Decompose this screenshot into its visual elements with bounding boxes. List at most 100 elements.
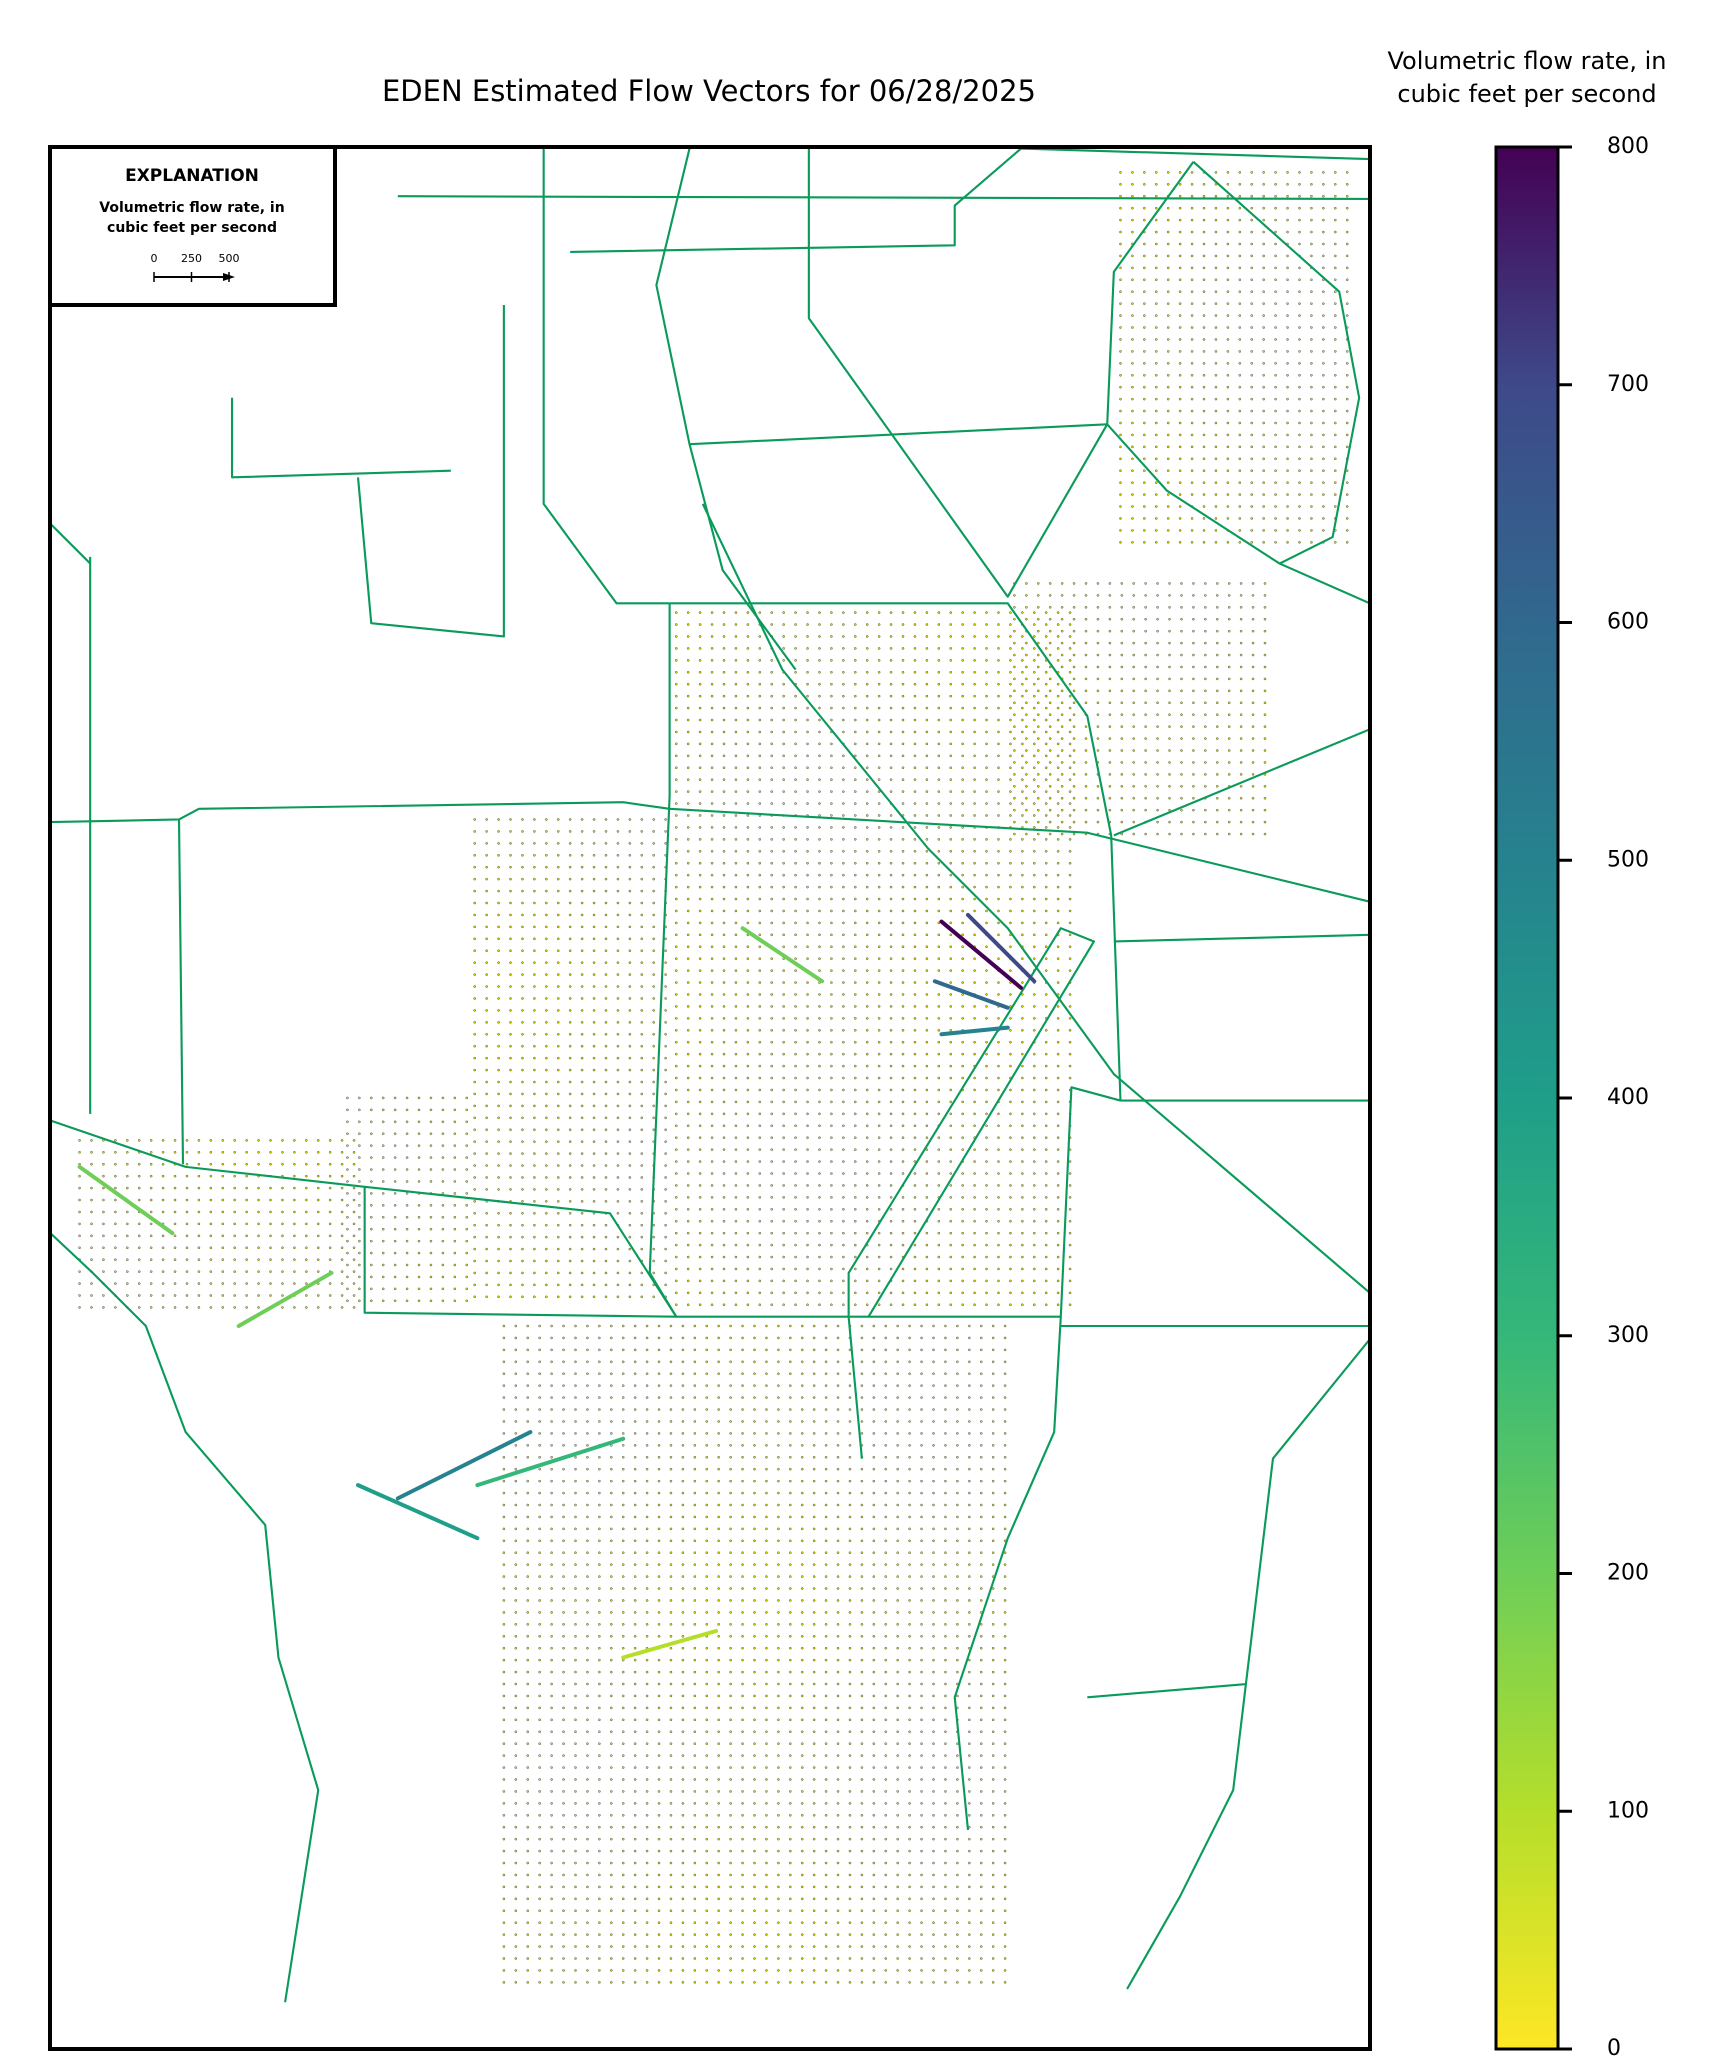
vector-dot <box>1274 230 1277 234</box>
vector-dot <box>1033 1029 1036 1032</box>
vector-dot <box>417 1156 421 1159</box>
vector-dot <box>521 1223 524 1227</box>
vector-dot <box>1132 820 1135 824</box>
vector-dot <box>1132 737 1135 740</box>
vector-dot <box>652 1104 655 1108</box>
vector-dot <box>842 861 845 865</box>
vector-dot <box>1192 725 1195 728</box>
vector-dot <box>710 1172 714 1175</box>
vector-dot <box>545 1176 548 1179</box>
vector-dot <box>1180 773 1183 776</box>
vector-dot <box>1190 373 1194 377</box>
vector-dot <box>550 1623 553 1626</box>
vector-dot <box>1048 773 1052 776</box>
vector-dot <box>1286 373 1289 377</box>
vector-dot <box>842 694 845 698</box>
vector-dot <box>675 1088 678 1092</box>
vector-dot <box>1286 469 1289 472</box>
vector-dot <box>1204 677 1207 681</box>
vector-dot <box>592 1056 596 1060</box>
vector-dot <box>770 682 773 686</box>
vector-dot <box>1056 1040 1060 1044</box>
vector-dot <box>538 1635 541 1638</box>
vector-dot <box>1156 749 1159 752</box>
vector-dot <box>538 1599 541 1602</box>
vector-dot <box>854 1100 857 1104</box>
vector-dot <box>877 659 881 662</box>
vector-dot <box>1166 278 1170 282</box>
vector-dot <box>794 623 797 626</box>
vector-dot <box>598 1575 601 1578</box>
vector-dot <box>346 1239 349 1243</box>
vector-dot <box>830 1208 833 1211</box>
vector-dot <box>473 1235 476 1239</box>
vector-dot <box>1298 457 1301 461</box>
vector-dot <box>698 706 702 710</box>
vector-dot <box>758 1303 762 1307</box>
vector-dot <box>1021 1005 1024 1008</box>
vector-dot <box>806 873 809 877</box>
vector-dot <box>705 1432 709 1435</box>
vector-dot <box>598 1778 601 1781</box>
vector-dot <box>770 1100 773 1104</box>
vector-dot <box>604 865 608 869</box>
vector-dot <box>1009 623 1012 626</box>
vector-dot <box>550 1432 553 1435</box>
vector-dot <box>1033 945 1036 949</box>
vector-dot <box>1180 808 1183 812</box>
vector-dot <box>514 1682 518 1686</box>
vector-dot <box>937 718 941 722</box>
vector-dot <box>652 889 655 893</box>
vector-dot <box>925 814 929 817</box>
vector-dot <box>1274 302 1277 305</box>
vector-dot <box>621 1706 625 1710</box>
vector-dot <box>497 1259 500 1263</box>
vector-dot <box>556 961 560 964</box>
vector-dot <box>1108 629 1112 633</box>
vector-dot <box>509 1188 512 1191</box>
vector-dot <box>686 623 690 626</box>
vector-dot <box>1009 766 1012 770</box>
vector-dot <box>664 1033 667 1036</box>
vector-dot <box>1013 653 1016 657</box>
vector-dot <box>664 1009 667 1012</box>
vector-dot <box>758 754 762 758</box>
vector-dot <box>628 889 632 893</box>
vector-dot <box>997 1052 1000 1056</box>
vector-dot <box>598 1396 601 1399</box>
vector-dot <box>550 1384 553 1387</box>
vector-dot <box>545 854 548 857</box>
vector-dot <box>1310 362 1313 365</box>
vector-dot <box>854 814 857 817</box>
vector-dot <box>417 1251 421 1255</box>
vector-dot <box>1202 194 1206 198</box>
vector-dot <box>586 1814 589 1817</box>
vector-dot <box>586 1742 589 1745</box>
vector-dot <box>453 1287 457 1291</box>
vector-dot <box>985 778 988 781</box>
vector-dot <box>610 1599 613 1602</box>
vector-dot <box>854 706 857 710</box>
vector-dot <box>865 1279 869 1283</box>
vector-dot <box>521 889 524 893</box>
vector-dot <box>681 1575 685 1578</box>
vector-dot <box>925 1291 929 1295</box>
vector-dot <box>1156 701 1159 705</box>
vector-dot <box>710 635 714 638</box>
vector-dot <box>1036 653 1040 657</box>
vector-dot <box>1202 529 1206 532</box>
vector-dot <box>652 1128 655 1132</box>
vector-dot <box>705 1444 709 1447</box>
vector-dot <box>693 1849 697 1853</box>
vector-dot <box>1202 517 1206 520</box>
vector-dot <box>429 1227 433 1231</box>
vector-dot <box>913 1196 917 1199</box>
vector-dot <box>854 1076 857 1080</box>
vector-dot <box>1056 718 1060 722</box>
vector-dot <box>562 1754 565 1757</box>
vector-dot <box>675 682 678 686</box>
vector-dot <box>580 961 584 964</box>
vector-dot <box>1227 641 1231 645</box>
vector-dot <box>681 1873 685 1877</box>
vector-dot <box>545 1188 548 1191</box>
